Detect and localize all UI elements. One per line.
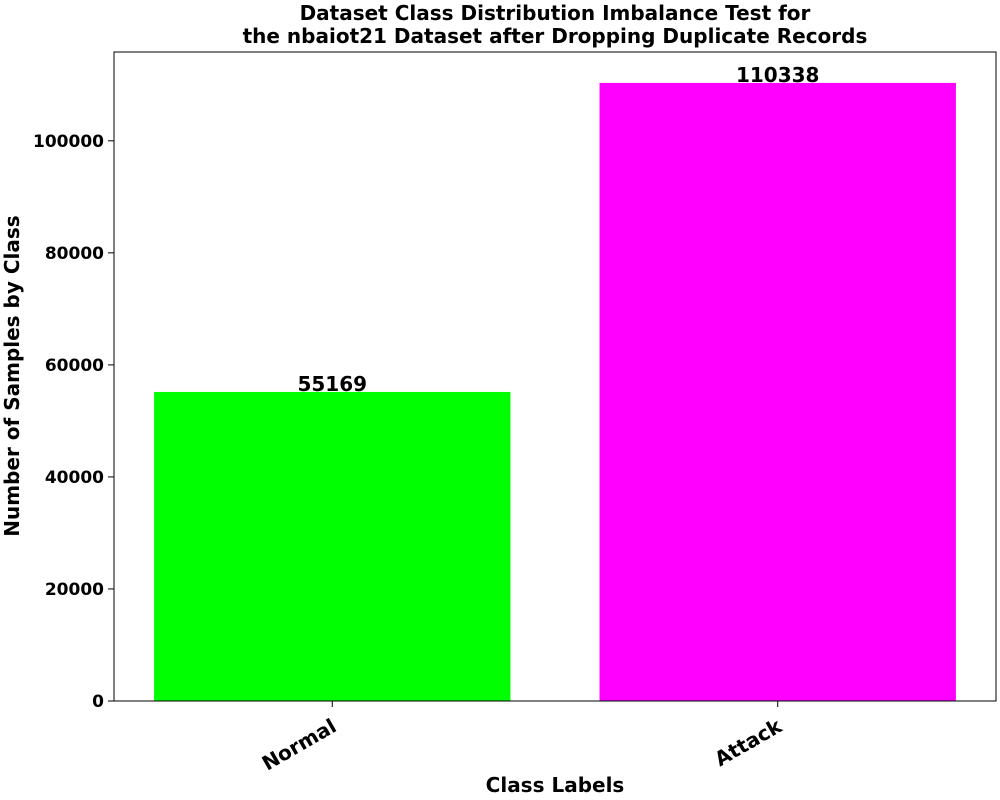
bar-attack [599, 82, 956, 702]
y-tick-label: 60000 [45, 356, 104, 376]
y-tick-label: 80000 [45, 244, 104, 264]
bars-layer [154, 82, 956, 702]
y-axis-label: Number of Samples by Class [0, 215, 24, 536]
y-axis-ticks: 0 20000 40000 60000 80000 100000 [33, 132, 114, 712]
x-axis-label: Class Labels [486, 773, 625, 797]
bar-normal [154, 391, 511, 701]
chart-title-line-2: the nbaiot21 Dataset after Dropping Dupl… [243, 24, 868, 48]
y-tick-label: 20000 [45, 580, 104, 600]
value-label-normal: 55169 [297, 372, 367, 396]
value-labels-layer: 55169 110338 [297, 63, 819, 396]
y-tick-label: 40000 [45, 468, 104, 488]
y-tick-label: 100000 [33, 132, 104, 152]
value-label-attack: 110338 [736, 63, 820, 87]
plot-frame [113, 51, 997, 702]
chart-title-line-1: Dataset Class Distribution Imbalance Tes… [300, 1, 811, 25]
y-tick-label: 0 [92, 692, 104, 712]
